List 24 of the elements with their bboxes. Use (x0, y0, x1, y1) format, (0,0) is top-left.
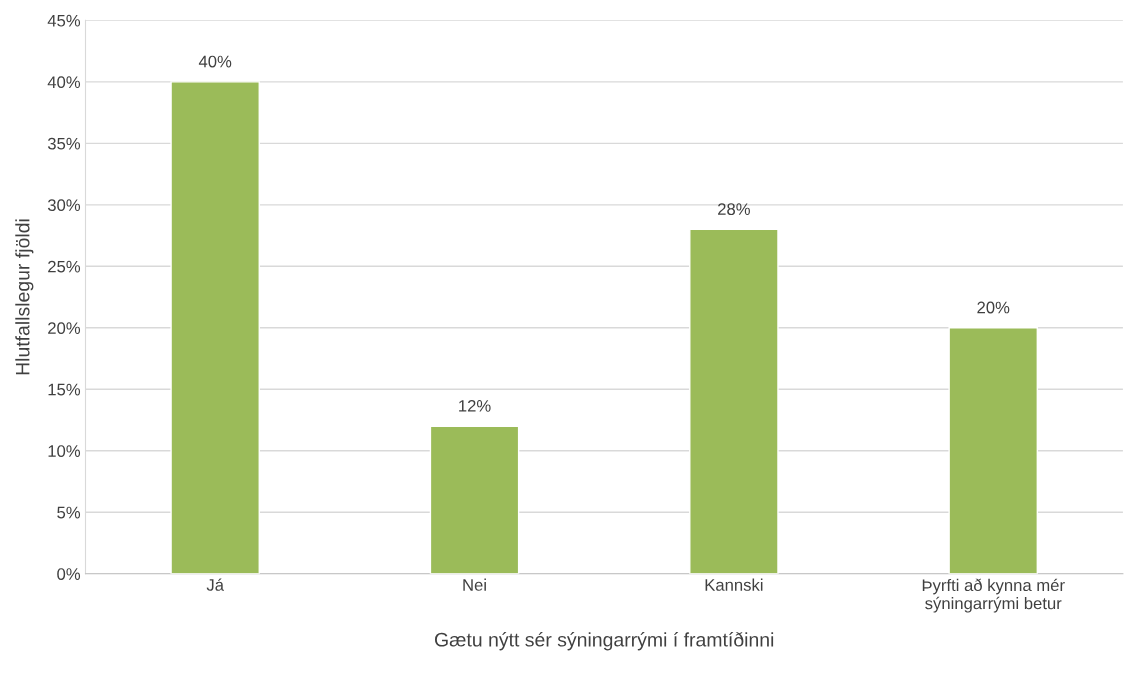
y-tick-label: 10% (48, 445, 81, 457)
x-tick-label: Þyrfti að kynna mér sýningarrými betur (922, 578, 1065, 613)
x-axis-title: Gætu nýtt sér sýningarrými í framtíðinni (435, 632, 774, 651)
x-tick-label: Nei (463, 578, 486, 591)
data-label: 28% (718, 203, 750, 216)
y-tick-label: 40% (47, 76, 81, 89)
y-tick-label: 20% (48, 322, 81, 335)
bar (689, 228, 779, 574)
y-tick-label: 15% (48, 383, 81, 396)
y-tick-label: 5% (57, 506, 81, 519)
y-tick-label: 0% (57, 568, 81, 580)
data-label: 12% (459, 399, 491, 412)
data-label: 20% (977, 301, 1010, 314)
y-tick-label: 35% (47, 137, 81, 150)
y-tick-label: 25% (48, 260, 81, 273)
x-tick-label: Já (206, 578, 224, 591)
y-axis-title: Hlutfallslegur fjöldi (15, 219, 34, 375)
data-label: 40% (198, 55, 232, 68)
bar (948, 327, 1039, 574)
bar (170, 81, 260, 574)
x-tick-label: Kannski (705, 578, 763, 591)
y-tick-label: 45% (47, 14, 81, 27)
y-tick-label: 30% (47, 199, 81, 212)
bar (429, 425, 520, 574)
